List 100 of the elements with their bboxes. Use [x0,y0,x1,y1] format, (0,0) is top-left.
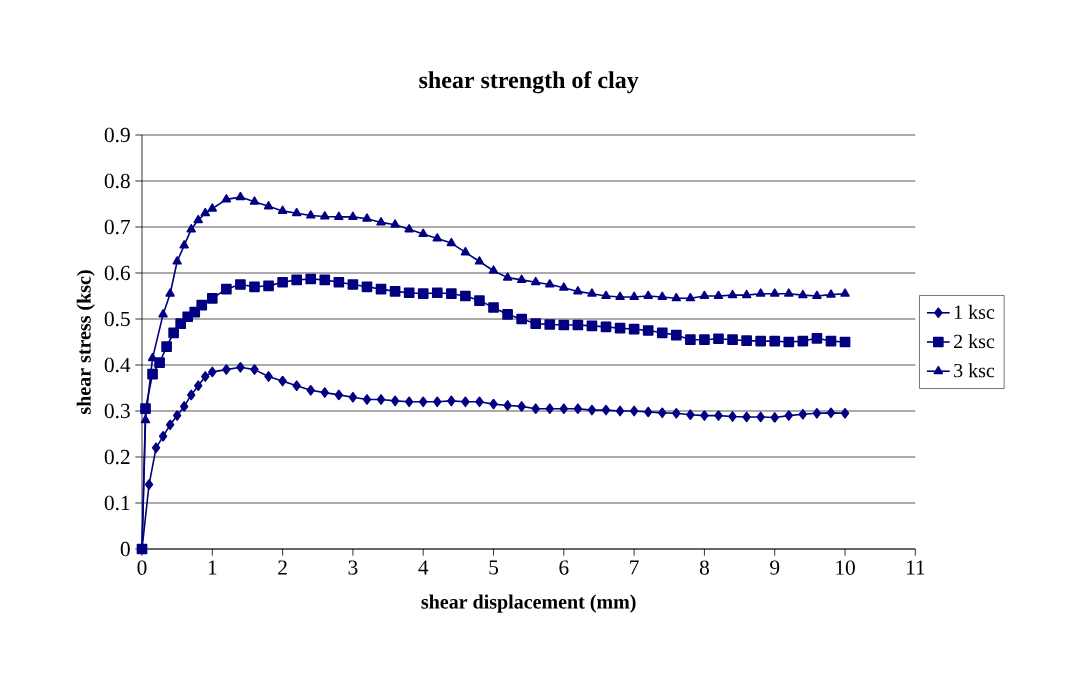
point [390,219,400,228]
point [756,411,765,423]
point [419,396,428,408]
point [559,403,569,415]
x-axis-title: shear displacement (mm) [421,594,636,613]
point [784,410,793,421]
point [460,290,471,302]
point [812,290,822,300]
point [742,411,751,423]
point [840,407,850,419]
point [161,341,172,352]
point [221,194,232,203]
point [825,335,837,347]
point [154,357,165,369]
point [362,213,372,222]
point [306,384,315,396]
point [147,368,158,380]
point [263,200,274,210]
x-tick-label: 3 [348,560,358,575]
point [615,405,625,417]
point [221,283,232,295]
point [600,321,612,333]
point [628,323,640,335]
point [172,256,182,265]
point [755,288,766,297]
point [249,281,260,293]
point [277,276,288,288]
point [573,286,583,295]
point [376,217,386,226]
legend-label: 2 ksc [954,334,995,349]
y-tick-label: 0.1 [104,495,130,511]
point [447,395,456,407]
point [502,272,513,281]
point [488,265,499,274]
point [474,256,485,265]
point [826,289,836,298]
point [361,281,373,293]
legend-label: 3 ksc [954,363,995,378]
y-tick-label: 0.4 [104,357,131,373]
x-tick-label: 7 [630,560,639,575]
point [333,276,345,288]
x-tick-label: 5 [489,560,499,575]
point [158,430,168,442]
x-tick-label: 6 [559,560,569,575]
point [798,408,808,420]
point [375,283,387,295]
point [144,479,154,490]
point [530,276,541,286]
point [671,292,682,302]
point [305,273,317,285]
point [235,191,246,201]
point [431,287,443,299]
point [629,291,639,300]
point [727,334,738,346]
point [291,207,302,217]
point [236,361,245,373]
point [168,327,179,339]
point [670,329,682,341]
point [586,320,598,332]
point [713,290,724,300]
point [207,203,218,212]
point [741,289,752,299]
point [320,211,330,220]
point [208,366,217,378]
point [517,401,526,412]
point [158,309,168,318]
point [460,246,471,256]
point [347,279,359,290]
point [376,394,386,405]
y-axis-title: shear stress (ksc) [76,270,95,414]
point [151,442,161,454]
point [417,288,429,300]
point [572,319,584,331]
point [263,280,274,292]
point [770,288,780,297]
point [502,309,513,320]
point [643,406,653,418]
point [418,228,428,237]
point [292,380,301,392]
point [530,318,542,329]
point [714,410,723,421]
point [642,325,654,336]
point [516,274,527,283]
point [545,279,555,288]
point [686,409,695,421]
point [643,290,653,300]
point [140,403,151,415]
point [559,282,569,291]
point [699,290,710,300]
point [474,295,485,306]
point [222,364,231,375]
point [728,411,737,422]
point [334,389,344,401]
point [784,288,794,297]
point [264,371,273,382]
point [446,237,457,247]
x-tick-label: 9 [770,560,780,575]
point [826,407,836,419]
point [461,396,470,408]
x-tick-label: 4 [418,560,429,575]
